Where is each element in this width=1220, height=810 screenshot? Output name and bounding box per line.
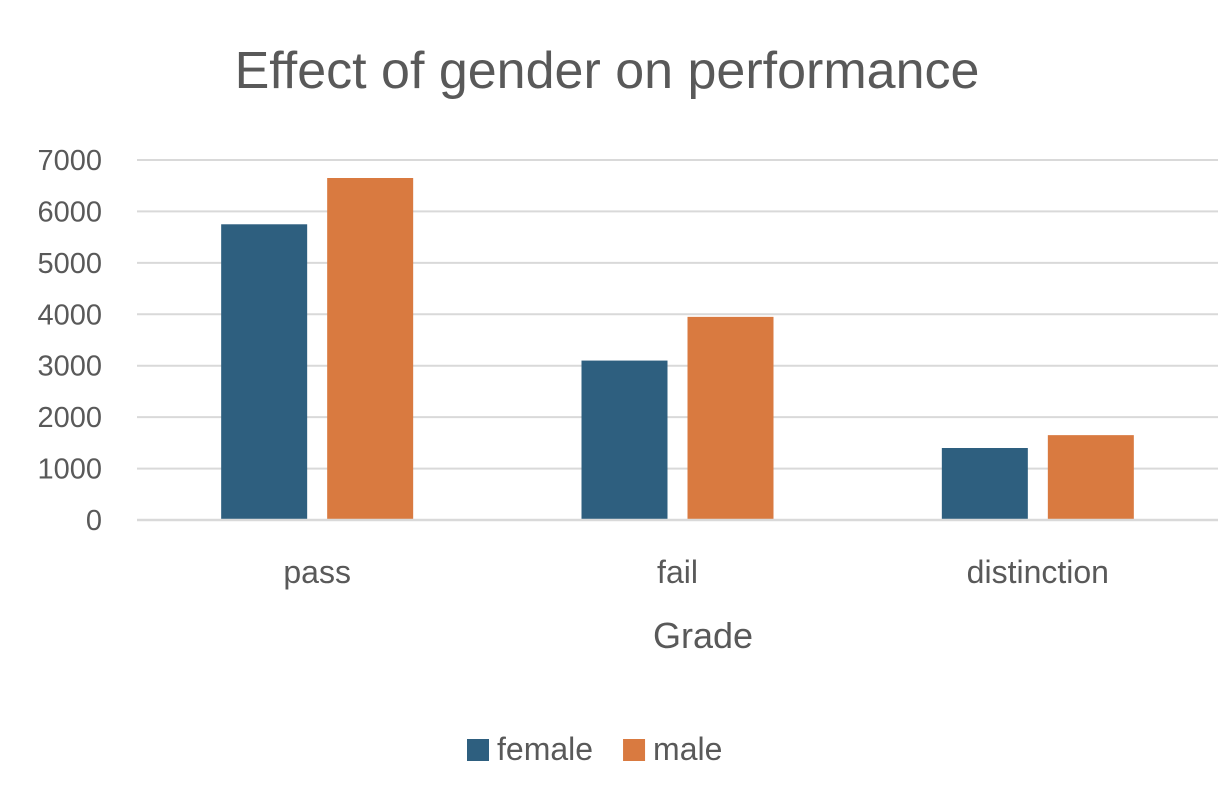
x-axis-label: Grade (653, 615, 753, 656)
x-category-label: fail (657, 554, 698, 590)
bar-male-pass (327, 178, 414, 520)
x-axis-categories: pass fail distinction (283, 554, 1109, 590)
bar-female-pass (221, 224, 308, 521)
chart-title: Effect of gender on performance (235, 42, 980, 100)
y-tick-label: 4000 (37, 299, 102, 331)
gridlines (137, 159, 1218, 470)
bar-male-distinction (1047, 435, 1134, 520)
y-tick-label: 3000 (37, 351, 102, 383)
bars (221, 178, 1134, 521)
y-axis-ticks: 0 1000 2000 3000 4000 5000 6000 7000 (37, 145, 102, 537)
bar-male-fail (687, 316, 774, 520)
y-tick-label: 1000 (37, 454, 102, 486)
legend: female male (467, 731, 722, 767)
legend-swatch-male (623, 739, 646, 761)
y-tick-label: 5000 (37, 248, 102, 280)
y-tick-label: 0 (86, 505, 102, 537)
x-category-label: pass (283, 554, 351, 590)
bar-female-fail (581, 360, 668, 520)
x-category-label: distinction (967, 554, 1109, 590)
legend-swatch-female (467, 739, 489, 761)
bar-female-distinction (941, 448, 1028, 520)
y-tick-label: 6000 (37, 196, 102, 228)
legend-label-male: male (653, 731, 722, 767)
y-tick-label: 7000 (37, 145, 102, 177)
y-tick-label: 2000 (37, 402, 102, 434)
legend-label-female: female (497, 731, 593, 767)
